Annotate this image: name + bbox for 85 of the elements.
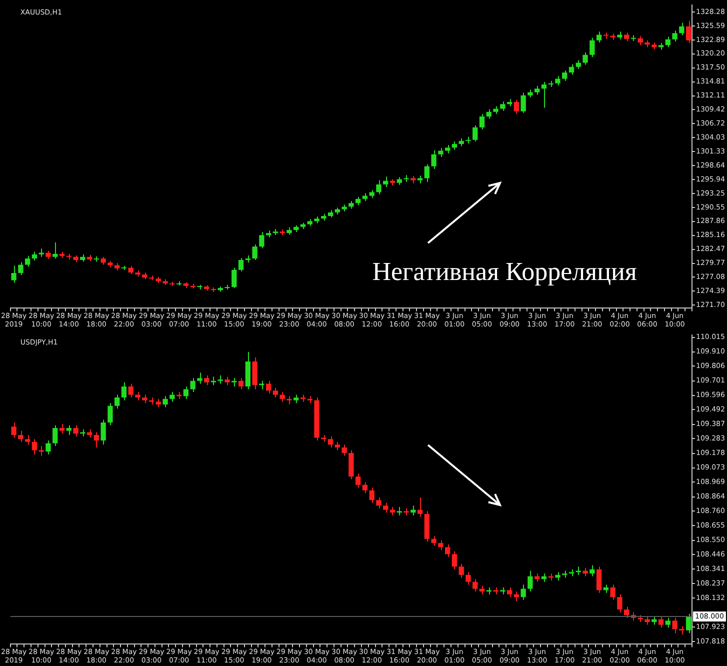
candlestick [66, 424, 72, 436]
candlestick [431, 150, 436, 170]
candlestick [520, 584, 526, 600]
candlestick [383, 176, 388, 188]
candlestick [452, 550, 458, 570]
candlestick [665, 617, 670, 628]
candlestick [610, 584, 616, 600]
candlestick [162, 396, 168, 408]
candlestick [259, 232, 264, 249]
candlestick [617, 594, 622, 613]
candlestick [596, 31, 602, 43]
candlestick [431, 536, 436, 546]
candlestick [280, 392, 285, 402]
candlestick [128, 383, 134, 398]
candlestick [686, 613, 692, 634]
candlestick [121, 382, 127, 401]
candlestick [252, 356, 258, 390]
candlestick [11, 422, 16, 438]
candlestick [665, 36, 670, 48]
candlestick [376, 496, 382, 509]
candlestick [204, 374, 210, 386]
candlestick [11, 265, 16, 284]
candlestick [376, 180, 382, 195]
candlestick [500, 101, 506, 112]
candlestick [272, 387, 278, 398]
candlestick [624, 606, 630, 618]
candlestick [383, 502, 388, 514]
candlestick [438, 540, 444, 550]
candlestick [342, 444, 347, 456]
candlestick [32, 438, 38, 455]
candlestick [238, 378, 244, 390]
candlestick [348, 450, 354, 480]
candlestick [679, 22, 684, 36]
candlestick [486, 108, 492, 120]
candlestick [73, 424, 78, 437]
candlestick [190, 378, 196, 393]
candlestick [94, 432, 100, 448]
candlestick [18, 262, 24, 276]
candlestick [108, 402, 113, 426]
candlestick [100, 419, 106, 446]
candlestick [658, 616, 664, 628]
candlestick [514, 99, 520, 114]
candlestick [252, 244, 258, 261]
candlestick [355, 473, 361, 488]
candlestick [528, 570, 533, 592]
candlestick [238, 257, 244, 272]
candlestick [541, 81, 547, 108]
annotation: Негативная Корреляция [372, 257, 637, 286]
candlestick [472, 578, 478, 592]
candlestick [417, 496, 423, 518]
candlestick [369, 487, 374, 504]
candlestick [444, 544, 450, 558]
candlestick [590, 564, 595, 577]
candlestick [555, 76, 560, 86]
candlestick [24, 255, 30, 268]
candlestick [18, 430, 24, 442]
candlestick [568, 64, 574, 76]
candlestick [686, 20, 692, 44]
candlestick [197, 372, 202, 384]
candlestick [596, 566, 602, 594]
candlestick [38, 446, 44, 456]
candlestick [232, 267, 237, 288]
candlestick [266, 380, 272, 394]
candlestick [59, 423, 65, 434]
candlestick [466, 572, 471, 586]
candlestick [582, 52, 588, 66]
candlestick [170, 392, 175, 402]
candlestick [52, 424, 58, 447]
candlestick [52, 242, 58, 259]
candlestick [520, 92, 526, 114]
candlestick [24, 434, 30, 446]
candlestick [672, 617, 678, 634]
candlestick [46, 440, 51, 455]
candlestick [424, 164, 430, 182]
candlestick [506, 586, 512, 598]
candlestick [479, 113, 485, 130]
candlestick [362, 482, 368, 494]
candlestick [458, 563, 464, 578]
candlestick [672, 30, 678, 42]
candlestick [183, 386, 189, 400]
candlestick [472, 124, 478, 142]
candlestick [562, 70, 568, 82]
candlestick [590, 37, 595, 58]
candlestick [114, 394, 120, 410]
candlestick [328, 436, 334, 448]
